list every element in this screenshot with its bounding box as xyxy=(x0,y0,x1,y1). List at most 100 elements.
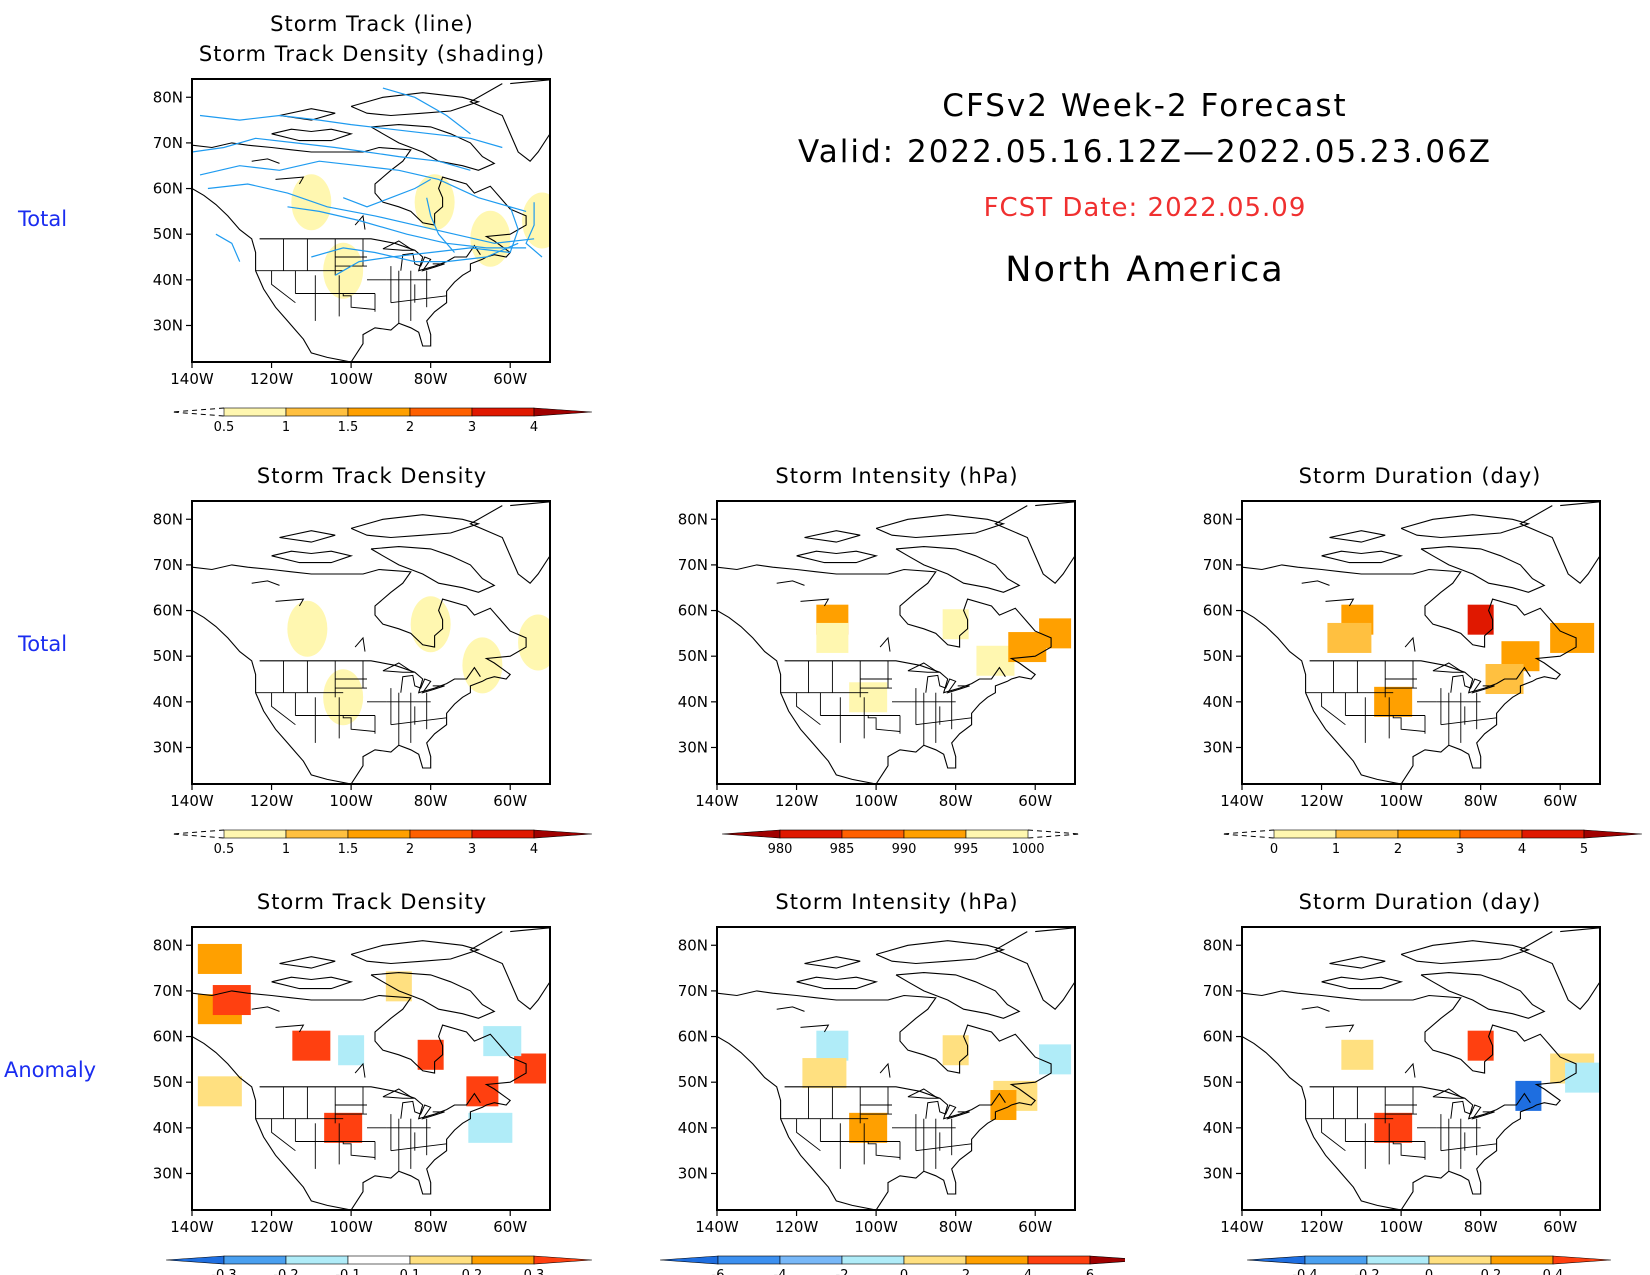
valid-range: Valid: 2022.05.16.12Z—2022.05.23.06Z xyxy=(797,134,1493,170)
colorbar-label: 985 xyxy=(830,842,855,857)
y-tick-label: 50N xyxy=(678,647,708,665)
colorbar-segment xyxy=(285,1255,349,1265)
shading-cell xyxy=(1467,1030,1494,1061)
panel-title-duration-anomaly: Storm Duration (day) xyxy=(1298,890,1542,914)
map-content xyxy=(717,501,1075,784)
shading-cell xyxy=(417,1039,444,1070)
shading-cell xyxy=(1565,1062,1600,1093)
lake-outline xyxy=(354,1062,366,1078)
lake-outline xyxy=(251,1006,280,1012)
shading-cell xyxy=(1467,604,1494,635)
colorbar-label: 4 xyxy=(530,842,538,857)
map-layer: 140W 120W 100W 80W 60W 30N 40N 50N 60N 70N 80N 0.5 1… xyxy=(153,78,593,435)
lake-outline xyxy=(400,252,445,272)
lake-outline xyxy=(275,598,305,607)
y-tick-label: 50N xyxy=(1203,1073,1233,1091)
y-tick-label: 40N xyxy=(153,1119,183,1137)
colorbar-over-arrow xyxy=(533,829,593,839)
x-tick-label: 80W xyxy=(1464,792,1498,810)
colorbar-label: -0.3 xyxy=(211,1268,236,1275)
colorbar-segment xyxy=(1304,1255,1368,1265)
storm-track-line xyxy=(287,206,527,249)
us-border xyxy=(259,238,481,272)
island-outline xyxy=(1519,927,1600,1010)
colorbar-segment xyxy=(409,1255,473,1265)
y-tick-label: 40N xyxy=(153,271,183,289)
x-tick-label: 100W xyxy=(329,370,373,388)
island-outline xyxy=(271,976,354,990)
shading-blob xyxy=(522,192,550,249)
x-tick-label: 60W xyxy=(1018,1218,1052,1236)
x-tick-label: 100W xyxy=(1379,792,1423,810)
lake-outline xyxy=(1325,598,1355,607)
island-outline xyxy=(1321,976,1404,990)
map-content xyxy=(717,927,1075,1210)
y-tick-label: 50N xyxy=(153,225,183,243)
colorbar-label: 0.2 xyxy=(462,1268,483,1275)
island-outline xyxy=(1321,550,1404,564)
island-outline xyxy=(875,940,1006,965)
island-outline xyxy=(279,956,336,969)
colorbar-segment xyxy=(223,407,287,417)
lake-outline xyxy=(354,636,366,652)
island-outline xyxy=(469,501,550,584)
colorbar-segment xyxy=(1335,829,1399,839)
y-tick-label: 70N xyxy=(678,982,708,1000)
y-tick-label: 60N xyxy=(678,602,708,620)
map-content xyxy=(1242,501,1600,784)
us-border xyxy=(784,660,1006,694)
y-tick-label: 80N xyxy=(153,510,183,528)
map-frame xyxy=(191,78,551,363)
x-tick-label: 60W xyxy=(493,1218,527,1236)
x-tick-label: 100W xyxy=(1379,1218,1423,1236)
island-outline xyxy=(1519,501,1600,584)
y-tick-label: 70N xyxy=(153,556,183,574)
colorbar-label: 0 xyxy=(1270,842,1278,857)
colorbar-segment xyxy=(285,407,349,417)
lake-outline xyxy=(907,662,940,673)
lake-outline xyxy=(879,636,891,652)
colorbar-label: 4 xyxy=(530,420,538,435)
island-outline xyxy=(370,972,496,1019)
coastline xyxy=(192,564,527,784)
x-tick-label: 140W xyxy=(1220,792,1264,810)
y-tick-label: 70N xyxy=(1203,982,1233,1000)
x-tick-label: 60W xyxy=(1543,1218,1577,1236)
lake-outline xyxy=(400,1100,445,1120)
lake-outline xyxy=(275,176,305,185)
state-border xyxy=(390,295,447,304)
colorbar-label: 2 xyxy=(962,1268,970,1275)
x-tick-label: 100W xyxy=(329,792,373,810)
map-panel-duration-anomaly: 140W 120W 100W 80W 60W 30N 40N 50N 60N 70N 80N -0.4… xyxy=(1203,926,1612,1275)
colorbar-label: 2 xyxy=(406,420,414,435)
x-tick-label: 120W xyxy=(1300,1218,1344,1236)
coastline xyxy=(1242,990,1577,1210)
y-tick-label: 60N xyxy=(153,180,183,198)
colorbar-label: -2 xyxy=(836,1268,849,1275)
forecast-date: FCST Date: 2022.05.09 xyxy=(983,193,1307,223)
island-outline xyxy=(1329,530,1386,543)
island-outline xyxy=(994,501,1075,584)
colorbar-under-arrow xyxy=(165,1255,225,1265)
lake-outline xyxy=(1301,1006,1330,1012)
storm-track-line xyxy=(311,242,519,263)
colorbar-label: 0.3 xyxy=(524,1268,545,1275)
colorbar-segment xyxy=(1490,1255,1554,1265)
island-outline xyxy=(469,927,550,1010)
shading-cell xyxy=(1327,622,1372,653)
storm-track-line xyxy=(342,178,431,208)
island-outline xyxy=(350,940,481,965)
lake-outline xyxy=(275,1024,305,1033)
panel-title-intensity-anomaly: Storm Intensity (hPa) xyxy=(775,890,1019,914)
shading-cell xyxy=(816,622,849,653)
island-outline xyxy=(875,514,1006,539)
y-tick-label: 80N xyxy=(1203,936,1233,954)
us-border xyxy=(1309,660,1531,694)
x-tick-label: 80W xyxy=(1464,1218,1498,1236)
colorbar-segment xyxy=(717,1255,781,1265)
x-tick-label: 120W xyxy=(1300,792,1344,810)
y-tick-label: 80N xyxy=(153,88,183,106)
shading-cell xyxy=(1341,1039,1374,1070)
island-outline xyxy=(1329,956,1386,969)
shading-blob xyxy=(287,600,328,657)
